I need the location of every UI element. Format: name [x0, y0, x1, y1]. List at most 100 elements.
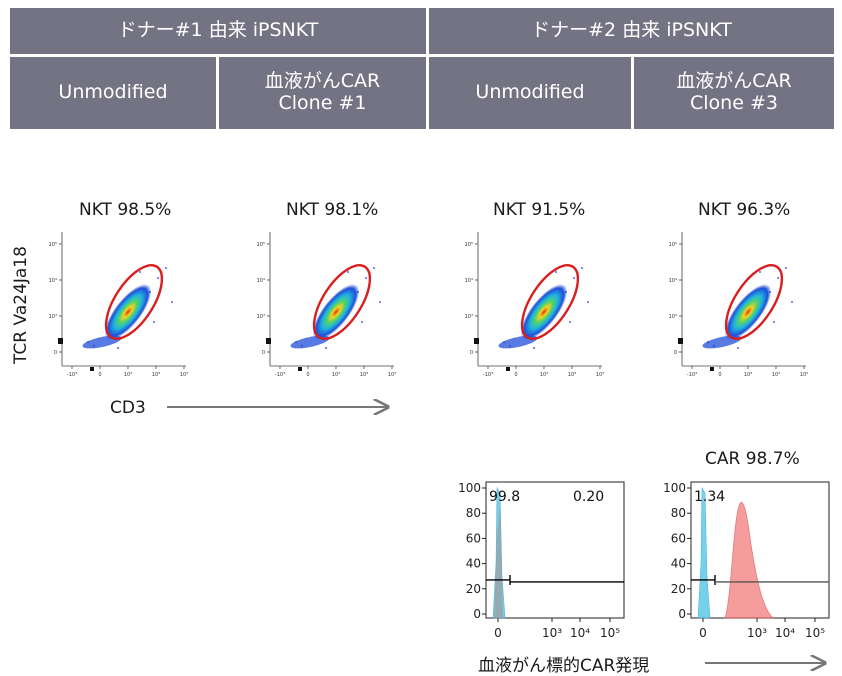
- x-tick-label: -10³: [483, 372, 493, 378]
- y-tick-label: 60: [466, 531, 481, 545]
- donor1-label: ドナー#1 由来 iPSNKT: [117, 19, 319, 42]
- event-dot: [565, 291, 567, 293]
- event-dot: [533, 347, 535, 349]
- control-histogram: [697, 486, 711, 619]
- flow-plot-3: 10⁵ 10⁴ 10³ 0 -10³ 0 10³ 10⁴ 10⁵: [465, 232, 604, 378]
- event-dot: [93, 345, 95, 347]
- event-dot: [785, 267, 787, 269]
- y-tick-label: 10³: [257, 314, 265, 320]
- axis-event-marker: [506, 367, 510, 371]
- y-tick-label: 10⁴: [465, 278, 473, 284]
- x-tick-label: 10³: [542, 626, 562, 640]
- event-dot: [361, 321, 363, 323]
- gate-value-left: 99.8: [489, 489, 520, 505]
- event-dot: [509, 345, 511, 347]
- nkt-gate: [520, 264, 580, 340]
- col-label-3: Unmodified: [475, 81, 585, 104]
- y-tick-label: 10³: [49, 314, 57, 320]
- y-tick-label: 0: [470, 350, 473, 356]
- x-tick-label: 10³: [747, 626, 767, 640]
- event-dot: [379, 301, 381, 303]
- y-tick-label: 10⁴: [49, 278, 57, 284]
- flow-plot-2: 10⁵ 10⁴ 10³ 0 -10³ 0 10³ 10⁴ 10⁵: [257, 232, 396, 378]
- event-dot: [171, 301, 173, 303]
- nkt-gate: [724, 264, 784, 340]
- event-dot: [87, 341, 89, 343]
- x-tick-label: 10⁵: [805, 626, 825, 640]
- nkt-gate: [312, 264, 372, 340]
- col-header-3: Unmodified: [429, 57, 631, 129]
- axis-event-marker: [266, 338, 271, 344]
- col-header-2: 血液がんCAR Clone #1: [219, 57, 426, 129]
- col-label-1: Unmodified: [58, 81, 168, 104]
- event-dot: [139, 271, 141, 273]
- x-tick-label: 10³: [540, 372, 548, 378]
- x-tick-label: 10⁴: [152, 372, 160, 378]
- x-tick-label: 0: [699, 626, 707, 640]
- event-dot: [165, 267, 167, 269]
- event-dot: [555, 271, 557, 273]
- x-tick-label: -10³: [275, 372, 285, 378]
- x-tick-label: -10³: [67, 372, 77, 378]
- donor1-header: ドナー#1 由来 iPSNKT: [10, 8, 426, 54]
- event-dot: [569, 321, 571, 323]
- y-tick-label: 10³: [669, 314, 677, 320]
- y-tick-label: 10⁵: [465, 242, 473, 248]
- donor2-header: ドナー#2 由来 iPSNKT: [429, 8, 834, 54]
- density-cloud: [520, 284, 568, 340]
- event-dot: [347, 271, 349, 273]
- x-tick-label: 0: [514, 372, 517, 378]
- axis-event-marker: [298, 367, 302, 371]
- density-cloud: [312, 284, 360, 340]
- x-tick-label: -10³: [687, 372, 697, 378]
- y-tick-label: 10⁵: [49, 242, 57, 248]
- x-tick-label: 10⁵: [600, 626, 620, 640]
- y-tick-label: 10⁴: [257, 278, 265, 284]
- hist-x-axis-label: 血液がん標的CAR発現: [478, 656, 650, 676]
- event-dot: [791, 301, 793, 303]
- sample-histogram: [494, 503, 503, 618]
- plot-frame: [485, 481, 625, 619]
- y-tick-label: 0: [262, 350, 265, 356]
- y-tick-label: 20: [466, 582, 481, 596]
- y-tick-label: 80: [466, 506, 481, 520]
- y-tick-label: 60: [671, 531, 686, 545]
- x-tick-label: 10³: [332, 372, 340, 378]
- histogram-1: 100 80 60 40 20 00 10³ 10⁴ 10⁵ 99.8 0.20: [458, 481, 625, 640]
- y-tick-label: 10⁵: [257, 242, 265, 248]
- event-dot: [503, 341, 505, 343]
- axis-event-marker: [474, 338, 479, 344]
- col-header-4: 血液がんCAR Clone #3: [634, 57, 834, 129]
- y-tick-label: 0: [678, 607, 686, 621]
- y-tick-label: 0: [674, 350, 677, 356]
- y-tick-label: 40: [466, 557, 481, 571]
- event-dot: [759, 271, 761, 273]
- x-tick-label: 10⁴: [775, 626, 795, 640]
- y-tick-label: 100: [663, 481, 686, 495]
- gate-value-right: 0.20: [573, 489, 604, 505]
- y-tick-label: 20: [671, 582, 686, 596]
- y-tick-label: 40: [671, 557, 686, 571]
- nkt-gate: [104, 264, 164, 340]
- x-tick-label: 10⁵: [800, 372, 808, 378]
- event-dot: [769, 291, 771, 293]
- event-dot: [581, 267, 583, 269]
- x-tick-label: 0: [718, 372, 721, 378]
- event-dot: [157, 277, 159, 279]
- plot-title-2: NKT 98.1%: [286, 200, 379, 220]
- car-histogram: [724, 502, 775, 619]
- event-dot: [373, 267, 375, 269]
- histogram-2: 100 80 60 40 20 00 10³ 10⁴ 10⁵ 1.34: [663, 481, 830, 640]
- x-tick-label: 10⁴: [360, 372, 368, 378]
- event-dot: [573, 277, 575, 279]
- plot-title-6: CAR 98.7%: [705, 449, 800, 469]
- event-dot: [117, 347, 119, 349]
- x-tick-label: 0: [494, 626, 502, 640]
- density-cloud: [104, 284, 152, 340]
- x-tick-label: 10³: [124, 372, 132, 378]
- event-dot: [773, 321, 775, 323]
- y-tick-label: 0: [473, 607, 481, 621]
- event-dot: [713, 345, 715, 347]
- plot-title-1: NKT 98.5%: [79, 200, 172, 220]
- axis-event-marker: [58, 338, 63, 344]
